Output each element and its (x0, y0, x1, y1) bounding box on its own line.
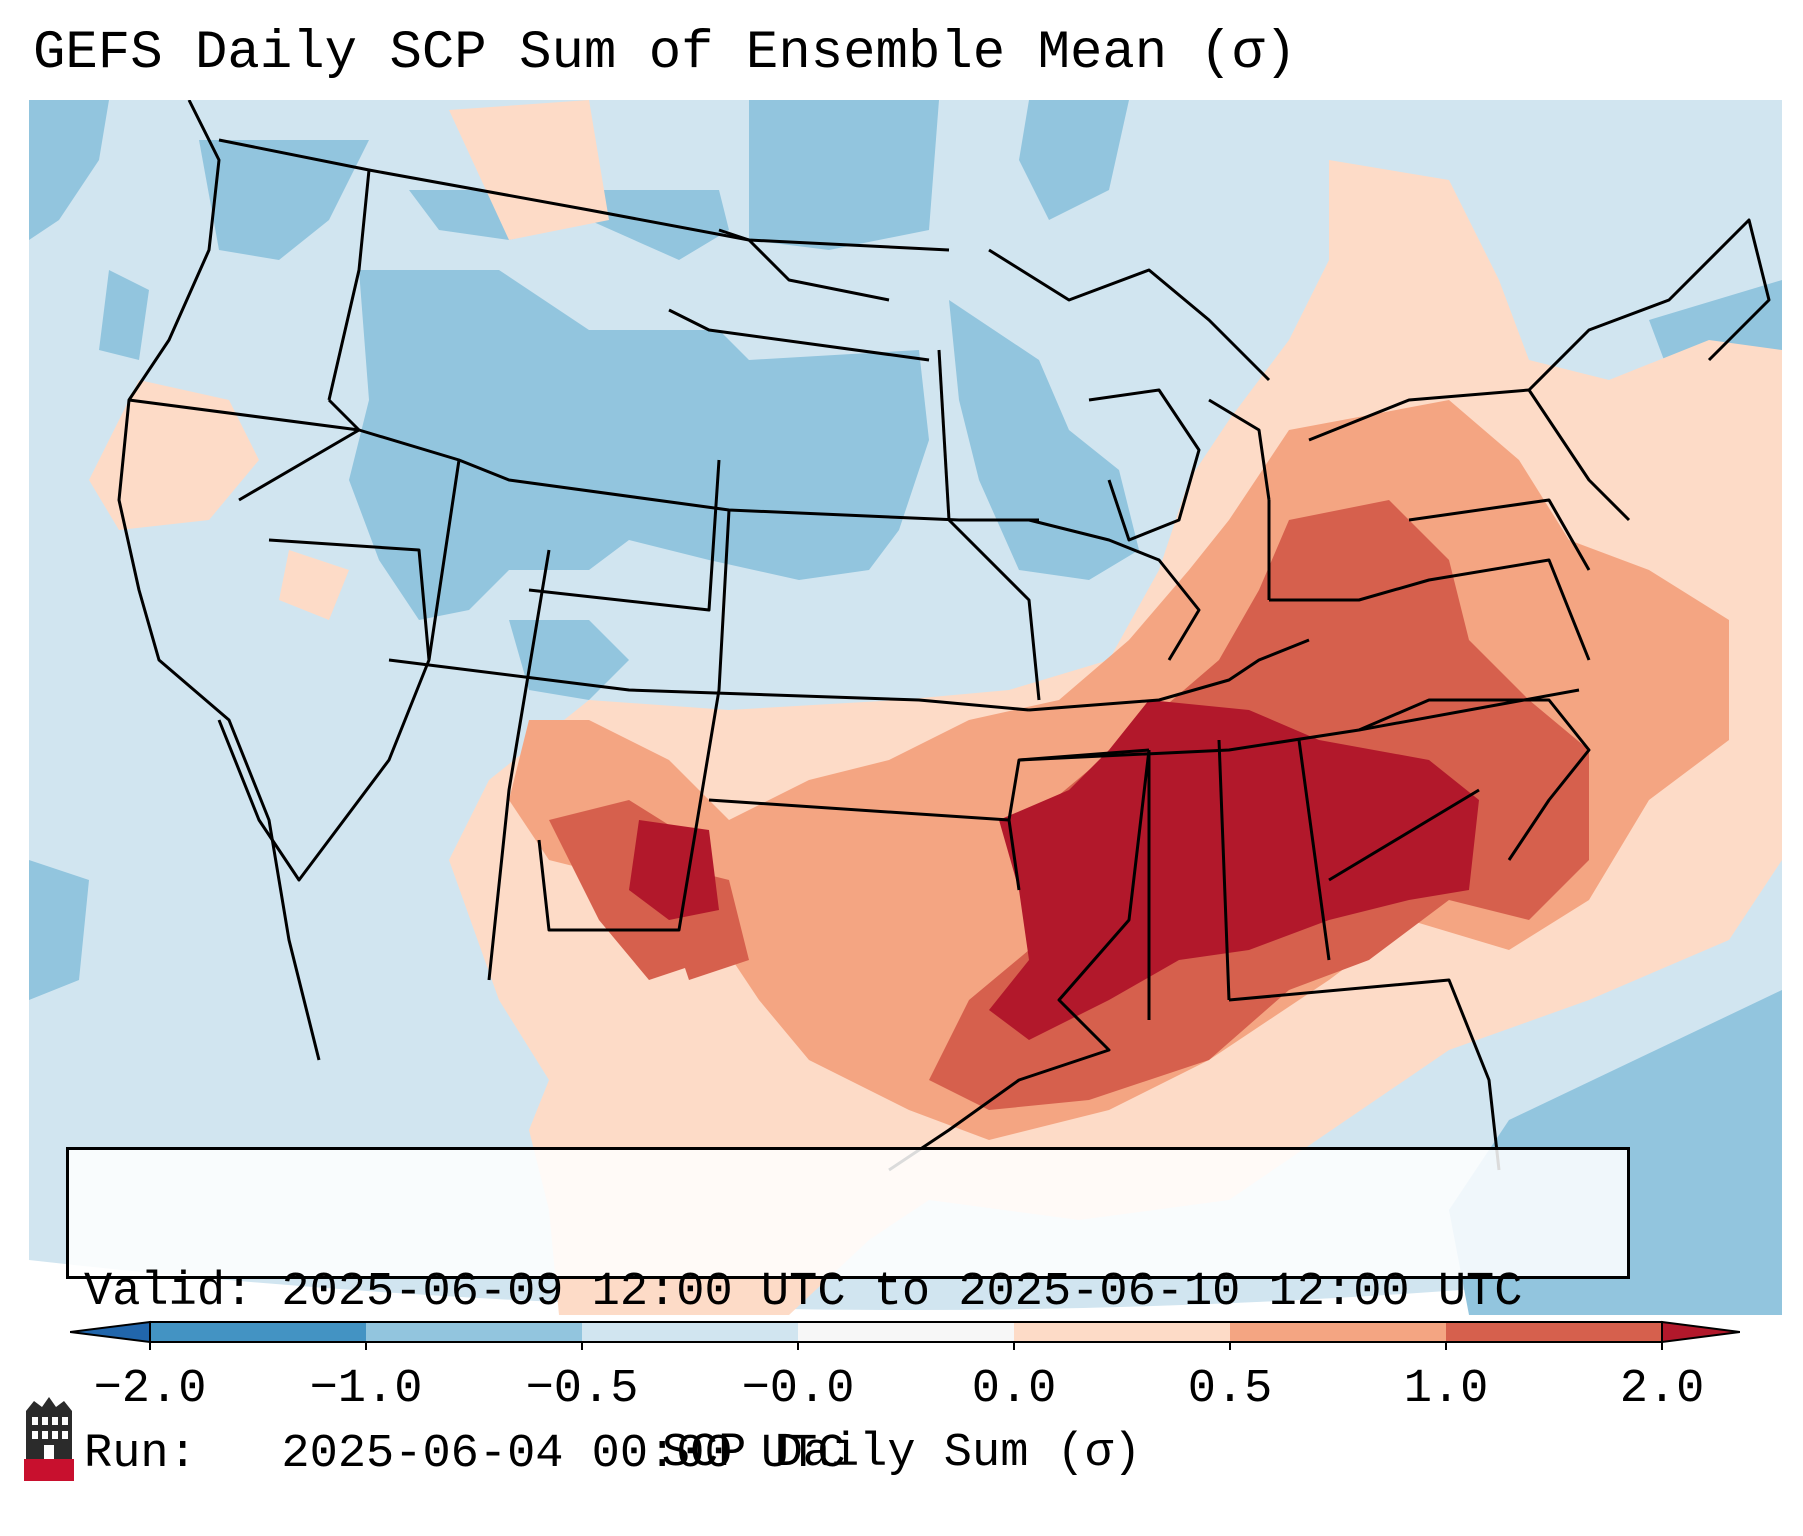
colorbar-seg-6 (1230, 1322, 1446, 1342)
colorbar-seg-3 (582, 1322, 798, 1342)
colorbar-tick-label: −0.0 (741, 1363, 855, 1416)
map-title: GEFS Daily SCP Sum of Ensemble Mean (σ) (33, 23, 1297, 84)
colorbar-tick-label: −0.5 (525, 1363, 639, 1416)
colorbar-seg-2 (366, 1322, 582, 1342)
projection-edge (29, 1260, 1782, 1315)
colorbar-seg-4 (798, 1322, 1014, 1342)
positive-anomaly-extreme (629, 700, 1479, 1040)
colorbar-tick-label: −2.0 (93, 1363, 207, 1416)
negative-anomaly-regions (29, 100, 1782, 1315)
colorbar-tick-label: 0.5 (1187, 1363, 1273, 1416)
colorbar-label: SCP Daily Sum (σ) (661, 1427, 1142, 1480)
colorbar-seg-7 (1446, 1322, 1662, 1342)
colorbar-lower-extend (69, 1320, 151, 1344)
colorbar (69, 1315, 1741, 1350)
colorbar-seg-5 (1014, 1322, 1230, 1342)
colorbar-upper-extend (1661, 1320, 1741, 1344)
colorbar-tick-label: 2.0 (1619, 1363, 1705, 1416)
colorbar-tick-label: −1.0 (309, 1363, 423, 1416)
colorbar-seg-1 (150, 1322, 366, 1342)
valid-run-info-box: Valid: 2025-06-09 12:00 UTC to 2025-06-1… (66, 1147, 1630, 1481)
colorbar-tick-label: 0.0 (971, 1363, 1057, 1416)
scp-anomaly-map (29, 100, 1782, 1315)
niu-logo (20, 1393, 78, 1483)
state-boundaries (117, 100, 1771, 1172)
map-panel[interactable] (29, 100, 1782, 1315)
colorbar-tick-label: 1.0 (1403, 1363, 1489, 1416)
valid-time-text: Valid: 2025-06-09 12:00 UTC to 2025-06-1… (84, 1266, 1523, 1319)
run-time-text: Run: 2025-06-04 00:00 UTC (84, 1428, 846, 1481)
